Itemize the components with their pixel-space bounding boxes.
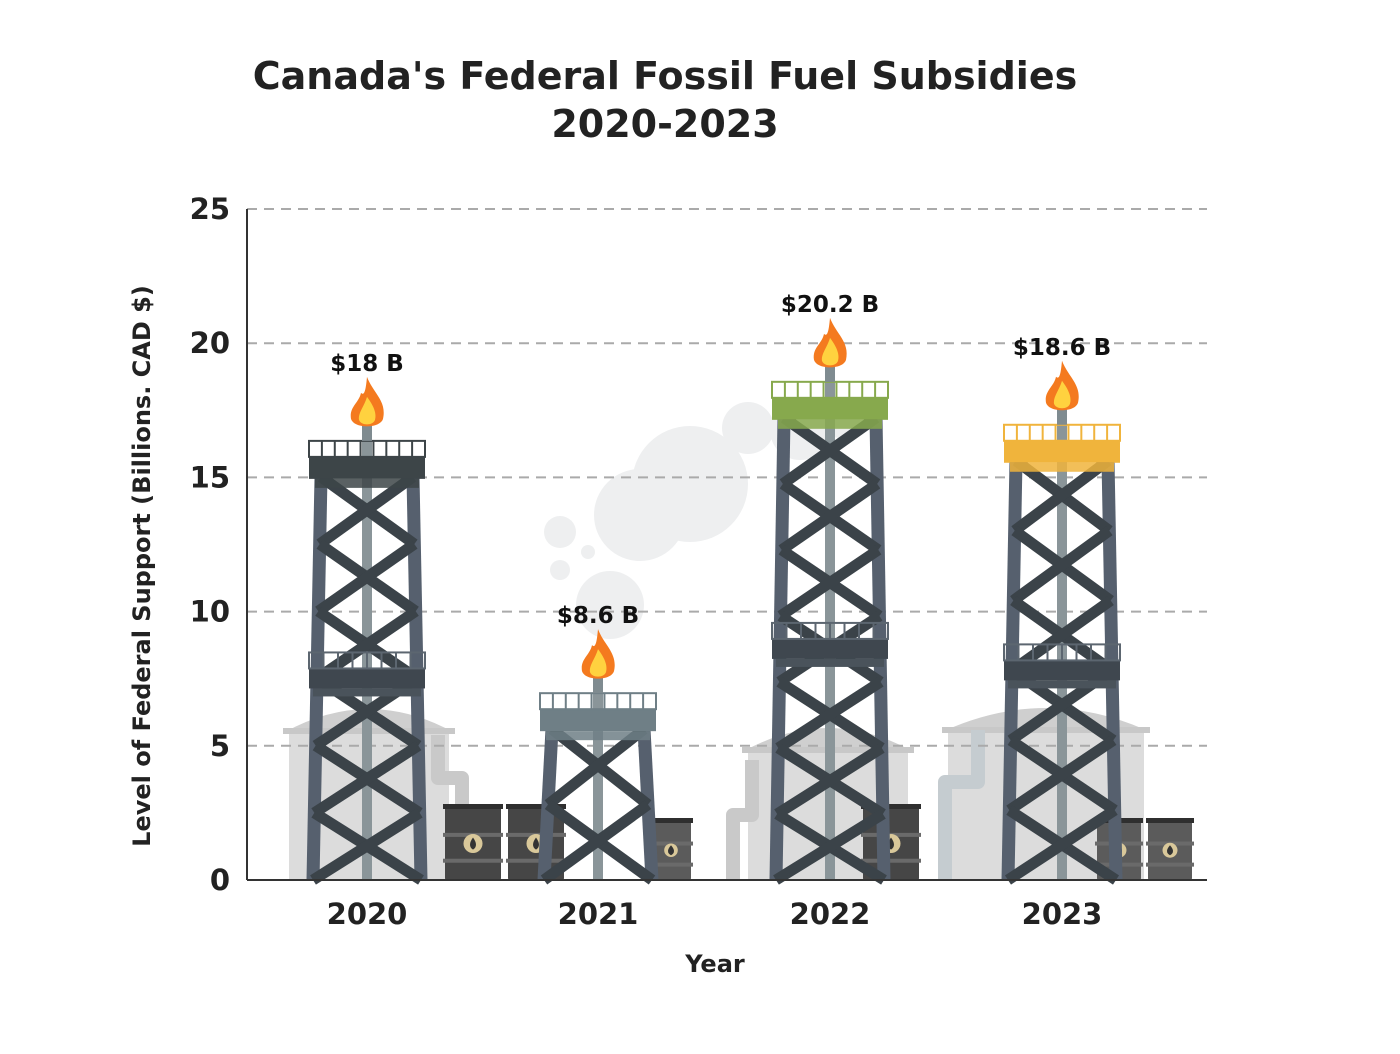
derrick-mid-platform (1004, 660, 1120, 681)
derrick-brace (540, 800, 652, 885)
derrick-brace (311, 741, 422, 818)
derrick-brace (313, 606, 419, 683)
derrick-mid-platform (772, 638, 888, 659)
oil-barrel-rim-top (1146, 818, 1194, 823)
oil-barrel-drop-icon (533, 837, 539, 850)
derrick-brace (775, 677, 884, 753)
bar-2020 (306, 376, 428, 885)
axes: 0 5 10 15 20 25 (190, 192, 1207, 897)
derrick-top-platform-base (546, 731, 650, 741)
flare-stack (362, 424, 372, 441)
derrick-brace (544, 724, 648, 809)
smoke-puff (722, 402, 774, 454)
derrick-brace (1004, 805, 1118, 885)
flare-stack (825, 365, 835, 382)
derrick-top-platform (1004, 440, 1120, 463)
x-tick-label-2022: 2022 (790, 897, 871, 931)
chart-subtitle: 2020-2023 (551, 102, 779, 146)
pipe (938, 730, 985, 880)
bar-marks (306, 317, 1123, 885)
derrick-pole (593, 679, 603, 880)
y-tick-label: 0 (210, 863, 230, 897)
smoke-puff (576, 571, 644, 639)
y-tick-label: 5 (210, 729, 230, 763)
derrick-top-platform (540, 709, 656, 732)
oil-barrel-drop-icon (668, 845, 674, 856)
derrick-brace (315, 539, 418, 616)
derrick-mid-platform-base (1008, 680, 1116, 689)
oil-barrel-band (506, 858, 566, 863)
chart-title: Canada's Federal Fossil Fuel Subsidies (252, 54, 1078, 98)
derrick-top-platform (309, 456, 425, 479)
derrick-brace (316, 472, 417, 549)
bar-2023 (1001, 360, 1123, 885)
derrick-brace (778, 479, 881, 555)
oil-barrel-rim-top (506, 804, 566, 809)
derrick-brace (779, 413, 880, 489)
derrick-brace (1011, 456, 1112, 536)
derrick-top-platform (772, 397, 888, 420)
flame-core (821, 337, 839, 366)
y-axis-title: Level of Federal Support (Billions. CAD … (128, 285, 156, 847)
data-label-2020: $18 B (330, 351, 404, 377)
oil-barrel-band (1146, 862, 1194, 867)
oil-barrel-band (443, 858, 503, 863)
derrick-brace (774, 743, 885, 819)
derrick-top-platform-base (778, 419, 882, 429)
x-axis-title: Year (684, 950, 745, 978)
derrick-mid-platform (309, 668, 425, 689)
y-tick-label: 15 (190, 460, 230, 494)
derrick-brace (773, 809, 886, 885)
bar-2022 (769, 317, 891, 885)
x-tick-label-2021: 2021 (558, 897, 639, 931)
oil-barrel-rim-top (443, 804, 503, 809)
flame-core (589, 649, 607, 677)
pipe (726, 760, 759, 880)
derrick-brace (1008, 596, 1114, 675)
y-tick-label: 20 (190, 326, 230, 360)
oil-barrel-band (861, 858, 921, 863)
y-tick-label: 25 (190, 192, 230, 226)
oil-barrel-drop-icon (1167, 845, 1173, 856)
oil-barrel-drop-icon (470, 837, 476, 850)
data-label-2023: $18.6 B (1013, 335, 1111, 361)
oil-barrel-rim-top (861, 804, 921, 809)
derrick-brace (1010, 526, 1113, 605)
oil-barrel-rim-top (649, 818, 693, 823)
derrick-brace (310, 808, 423, 885)
smoke-puff (581, 545, 595, 559)
y-tick-label: 10 (190, 595, 230, 629)
derrick-top-platform-base (1010, 462, 1114, 472)
smoke-puff (544, 516, 576, 548)
flare-stack (593, 677, 603, 694)
pipe (431, 735, 469, 805)
oil-barrel-band (649, 862, 693, 867)
flare-stack (1057, 408, 1067, 425)
derrick-mid-platform-base (776, 658, 884, 667)
data-label-2021: $8.6 B (557, 603, 639, 629)
smoke-puff (550, 560, 570, 580)
derrick-brace (777, 545, 882, 621)
x-tick-label-2023: 2023 (1022, 897, 1103, 931)
flame-core (1053, 380, 1071, 409)
smoke-puff (632, 426, 748, 542)
derrick-mid-platform-base (313, 688, 421, 697)
storage-tank-rim (942, 727, 1150, 733)
derrick-brace (1006, 735, 1117, 815)
data-label-2022: $20.2 B (781, 292, 879, 318)
labels: Level of Federal Support (Billions. CAD … (128, 285, 1111, 978)
flame-core (358, 396, 376, 425)
x-tick-label-2020: 2020 (327, 897, 408, 931)
derrick-top-platform-base (315, 478, 419, 488)
bar-2021 (537, 629, 659, 885)
